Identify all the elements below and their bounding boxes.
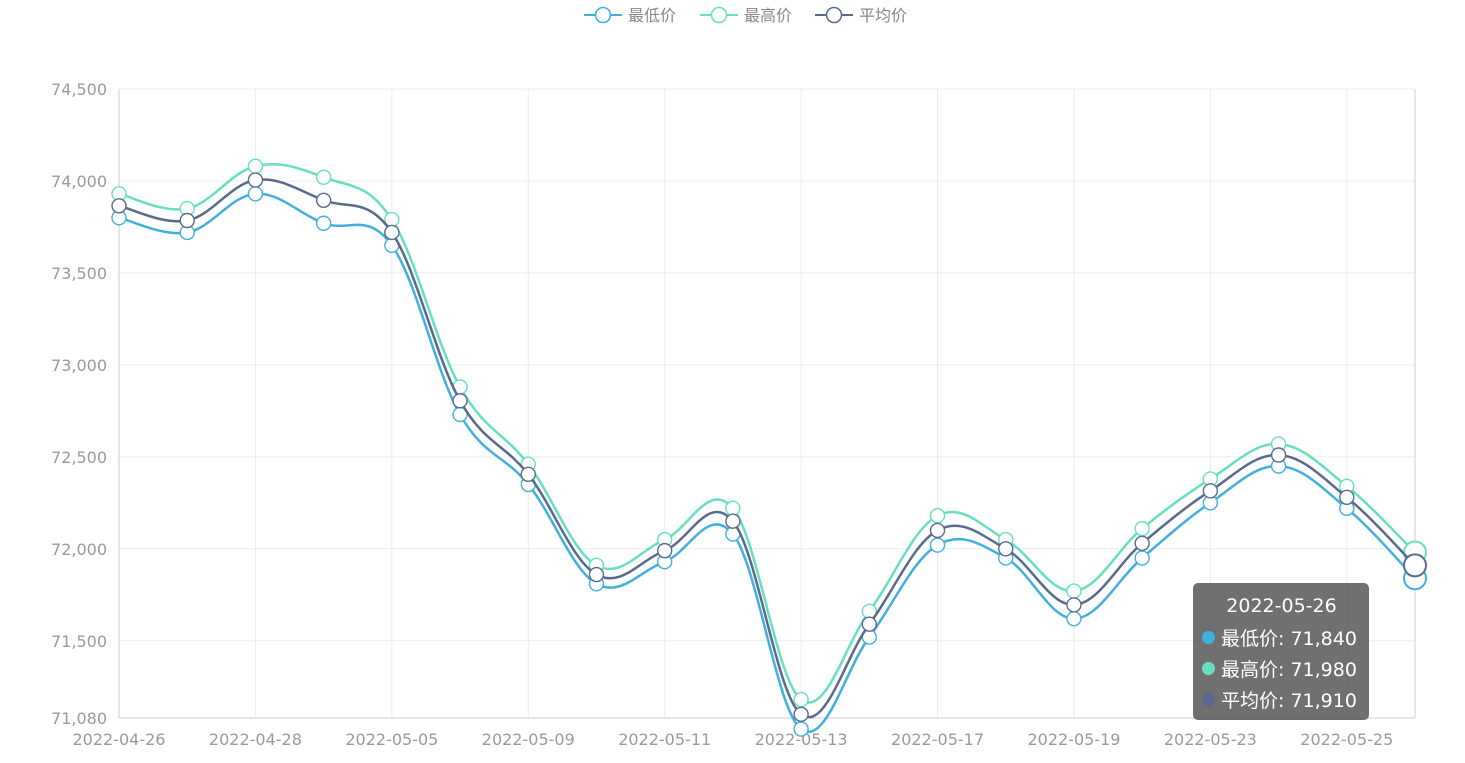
data-point[interactable]: [315, 169, 332, 185]
tooltip-row-high: 最高价: 71,980: [1202, 653, 1361, 684]
series-lines: [111, 158, 1427, 737]
data-point[interactable]: [315, 215, 332, 231]
data-point[interactable]: [1066, 597, 1082, 613]
series-2: [111, 172, 1427, 723]
x-tick-label: 2022-04-28: [209, 730, 302, 749]
data-point[interactable]: [384, 224, 400, 241]
data-point[interactable]: [111, 198, 127, 214]
y-tick-label: 74,000: [51, 172, 107, 191]
x-tick-label: 2022-05-23: [1164, 730, 1257, 749]
data-point[interactable]: [1403, 553, 1427, 578]
data-point[interactable]: [725, 500, 741, 517]
data-point[interactable]: [929, 537, 946, 553]
data-point[interactable]: [793, 691, 809, 708]
y-tick-label: 72,500: [51, 448, 107, 467]
tooltip-row-low: 最低价: 71,840: [1202, 622, 1361, 653]
data-point[interactable]: [929, 507, 946, 524]
data-point[interactable]: [588, 566, 605, 583]
y-tick-label: 74,500: [51, 80, 107, 99]
data-point[interactable]: [179, 212, 195, 229]
legend[interactable]: 最低价 最高价 平均价: [584, 6, 907, 25]
tooltip-row-avg: 平均价: 71,910: [1202, 684, 1361, 715]
data-point[interactable]: [520, 466, 536, 483]
data-point[interactable]: [861, 616, 878, 632]
y-tick-label: 72,000: [51, 540, 107, 559]
legend-marker-icon: [594, 6, 612, 24]
tooltip-avg-text: 平均价: 71,910: [1221, 690, 1357, 712]
series-line: [118, 163, 1416, 704]
data-point[interactable]: [725, 513, 741, 529]
data-point[interactable]: [247, 158, 264, 174]
legend-item[interactable]: 平均价: [815, 6, 907, 25]
legend-label: 最高价: [744, 6, 792, 25]
x-tick-label: 2022-05-25: [1300, 730, 1393, 749]
data-point[interactable]: [929, 522, 946, 539]
data-point[interactable]: [1339, 489, 1355, 505]
x-tick-label: 2022-05-11: [618, 730, 711, 749]
data-point[interactable]: [1066, 583, 1082, 599]
series-line: [118, 178, 1416, 719]
legend-marker-icon: [710, 6, 728, 24]
x-tick-label: 2022-05-09: [482, 730, 575, 749]
legend-label: 最低价: [628, 6, 676, 25]
grid: [118, 88, 1415, 719]
y-tick-label: 71,080: [51, 709, 107, 728]
series-line: [118, 192, 1416, 733]
data-point[interactable]: [1134, 535, 1150, 551]
data-point[interactable]: [656, 542, 673, 559]
tooltip-high-text: 最高价: 71,980: [1221, 659, 1357, 681]
x-tick-label: 2022-05-19: [1027, 730, 1120, 749]
data-point[interactable]: [1134, 520, 1150, 537]
data-point[interactable]: [998, 541, 1014, 557]
high-series-dot: [1202, 662, 1215, 675]
x-tick-label: 2022-05-05: [345, 730, 438, 749]
data-point[interactable]: [793, 721, 809, 737]
y-tick-label: 73,500: [51, 264, 107, 283]
data-point[interactable]: [1066, 610, 1082, 627]
data-point[interactable]: [1202, 483, 1219, 499]
avg-series-dot: [1202, 693, 1215, 706]
legend-item[interactable]: 最高价: [700, 6, 792, 25]
legend-label: 平均价: [859, 6, 907, 25]
legend-marker-icon: [825, 6, 843, 24]
data-point[interactable]: [793, 706, 809, 723]
data-point[interactable]: [1270, 447, 1287, 463]
data-point[interactable]: [452, 393, 468, 409]
axes: 71,080 71,500 72,000 72,500 73,000 73,500 74,0…: [51, 80, 1416, 749]
y-tick-label: 71,500: [51, 632, 107, 651]
tooltip-title: 2022-05-26: [1226, 595, 1337, 617]
data-point[interactable]: [247, 186, 264, 202]
x-tick-label: 2022-04-26: [73, 730, 166, 749]
tooltip-low-text: 最低价: 71,840: [1221, 628, 1357, 650]
data-tooltip: 2022-05-26 最低价: 71,840 最高价: 71,980 平均价: …: [1193, 583, 1369, 720]
legend-item[interactable]: 最低价: [584, 6, 676, 25]
low-series-dot: [1202, 631, 1215, 644]
data-point[interactable]: [315, 192, 332, 208]
x-tick-label: 2022-05-13: [755, 730, 848, 749]
y-tick-label: 73,000: [51, 356, 107, 375]
x-tick-label: 2022-05-17: [891, 730, 984, 749]
data-point[interactable]: [1134, 550, 1150, 566]
data-point[interactable]: [247, 172, 264, 188]
